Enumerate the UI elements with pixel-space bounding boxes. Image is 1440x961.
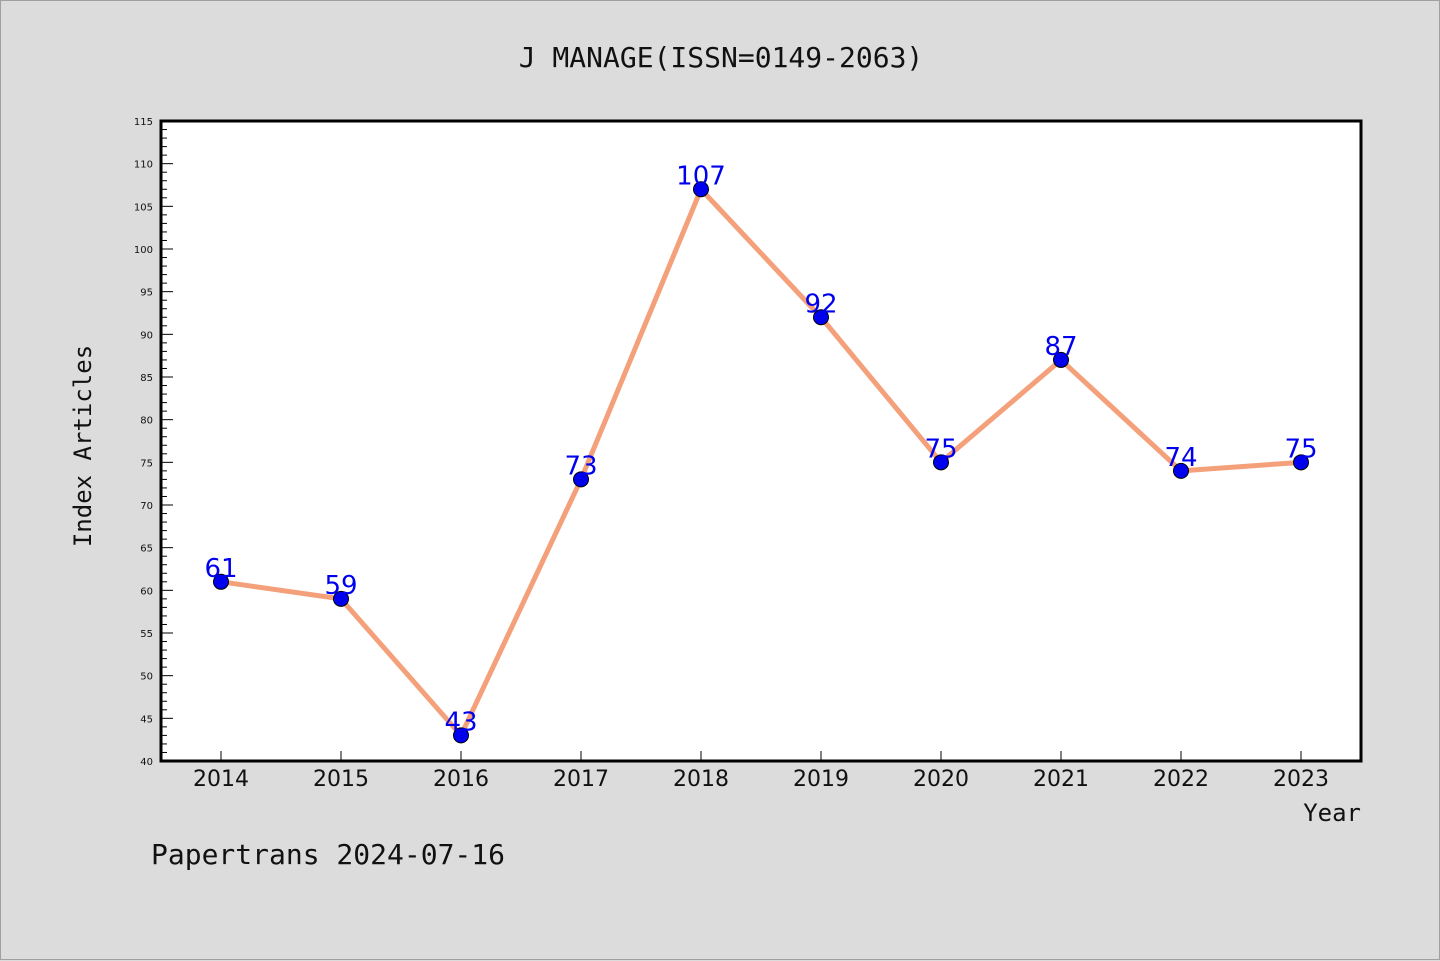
footer-credit: Papertrans 2024-07-16 <box>151 838 505 871</box>
data-label: 75 <box>924 434 957 464</box>
y-tick-label: 105 <box>134 202 153 213</box>
x-tick-label: 2019 <box>793 767 849 792</box>
y-tick-label: 80 <box>140 416 153 427</box>
data-point-marker <box>573 471 589 488</box>
y-tick-label: 70 <box>140 501 153 512</box>
y-tick-label: 85 <box>140 373 153 384</box>
x-tick-label: 2015 <box>313 767 369 792</box>
data-label: 59 <box>324 571 357 601</box>
data-label: 43 <box>444 707 477 737</box>
data-label: 75 <box>1284 434 1317 464</box>
x-axis: 2014 2015 2016 2017 2018 2019 2020 2021 2022 2023 <box>193 751 1329 792</box>
series-line-group <box>218 186 1304 738</box>
data-point-marker <box>213 573 229 590</box>
x-tick-label: 2023 <box>1273 767 1329 792</box>
plot-area <box>159 119 1363 763</box>
data-point-marker <box>1293 454 1309 471</box>
x-tick-label: 2017 <box>553 767 609 792</box>
y-axis-label: Index Articles <box>69 345 97 547</box>
data-label: 74 <box>1164 443 1197 473</box>
y-axis: 40 45 50 55 60 65 70 75 80 85 90 95 100 105 110 115 <box>134 117 173 768</box>
data-label: 87 <box>1044 332 1077 362</box>
y-tick-label: 90 <box>140 330 153 341</box>
y-tick-label: 115 <box>134 117 153 128</box>
chart-title: J MANAGE(ISSN=0149-2063) <box>519 41 924 74</box>
data-point-marker <box>1053 351 1069 368</box>
y-tick-label: 40 <box>140 757 153 768</box>
y-tick-label: 45 <box>140 714 153 725</box>
x-tick-label: 2016 <box>433 767 489 792</box>
data-label: 107 <box>676 161 726 191</box>
x-tick-label: 2018 <box>673 767 729 792</box>
data-label: 73 <box>564 451 597 481</box>
data-label: 92 <box>804 289 837 319</box>
data-labels-group: 61 59 43 73 107 92 75 87 74 75 <box>204 161 1317 737</box>
y-tick-label: 75 <box>140 458 153 469</box>
x-tick-label: 2022 <box>1153 767 1209 792</box>
data-point-marker <box>693 181 709 198</box>
y-tick-label: 60 <box>140 586 153 597</box>
x-tick-label: 2014 <box>193 767 249 792</box>
data-point-marker <box>1173 462 1189 479</box>
y-tick-label: 55 <box>140 629 153 640</box>
x-axis-label: Year <box>1303 799 1361 827</box>
y-tick-label: 110 <box>134 160 153 171</box>
data-point-marker <box>813 309 829 326</box>
y-tick-label: 100 <box>134 245 153 256</box>
y-tick-label: 95 <box>140 288 153 299</box>
data-point-marker <box>933 454 949 471</box>
x-tick-label: 2020 <box>913 767 969 792</box>
markers-group <box>213 181 1309 744</box>
y-tick-label: 50 <box>140 672 153 683</box>
y-tick-label: 65 <box>140 544 153 555</box>
data-label: 61 <box>204 554 237 584</box>
x-tick-label: 2021 <box>1033 767 1089 792</box>
data-point-marker <box>333 590 349 607</box>
data-point-marker <box>453 727 469 744</box>
series-line <box>218 186 1304 738</box>
